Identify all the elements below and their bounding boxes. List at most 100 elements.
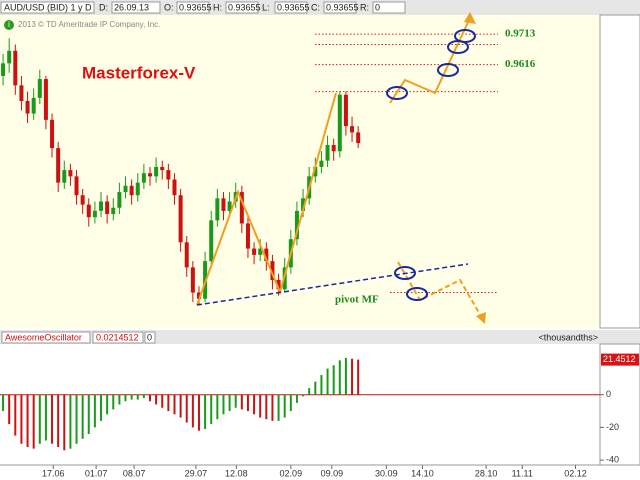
x-tick-label: 01.07	[85, 468, 108, 478]
candle-body	[270, 261, 275, 280]
level-label: 0.9713	[505, 28, 536, 40]
zigzag	[196, 92, 337, 306]
field-box	[176, 1, 210, 14]
candle-body	[99, 201, 104, 211]
osc-flag-box	[144, 331, 156, 344]
ellipses	[386, 29, 476, 301]
field-value: 0.93655	[277, 2, 310, 12]
field-value: 0.93655	[326, 2, 359, 12]
candle-body	[80, 195, 85, 205]
osc-units: <thousandths>	[538, 332, 598, 342]
candle-body	[258, 248, 263, 255]
candle-body	[154, 166, 159, 177]
x-tick-label: 14.10	[411, 468, 434, 478]
candle-body	[276, 279, 281, 290]
candle-body	[337, 94, 342, 152]
candle-body	[325, 144, 330, 161]
candle-body	[239, 192, 244, 224]
field-box	[225, 1, 259, 14]
candle-body	[50, 119, 55, 149]
candle-body	[350, 126, 355, 133]
candle-body	[117, 192, 122, 208]
info-icon	[4, 20, 14, 30]
candle-body	[172, 179, 177, 196]
candle-body	[1, 63, 6, 76]
header-fields: D: 26.09.13 O: 0.93655 H: 0.93655 L: 0.93655 C: 0…	[99, 1, 406, 14]
candle-body	[111, 207, 116, 215]
candle-body	[343, 94, 348, 127]
candle-body	[74, 176, 79, 196]
field-value: 0.93655	[179, 2, 212, 12]
osc-title: AwesomeOscillator	[5, 332, 82, 342]
candle-body	[105, 201, 110, 215]
x-tick-label: 30.09	[375, 468, 398, 478]
price-axis	[599, 14, 640, 329]
x-tick-label: 17.06	[42, 468, 65, 478]
candle-body	[227, 201, 232, 211]
ellipse	[394, 266, 416, 280]
candle-body	[301, 198, 306, 211]
osc-marks: 0 -20 -40 21.4512 17.06 01.07 08.07 29.07 12.08 0…	[0, 353, 639, 478]
osc-flag: 0	[147, 332, 152, 342]
y-tick-label: -20	[606, 422, 619, 432]
y-tick-label: -40	[606, 454, 619, 464]
field-box	[372, 1, 406, 14]
candle-body	[245, 223, 250, 249]
pivot-label: pivot MF	[335, 294, 379, 306]
field-label: L:	[262, 2, 270, 12]
candle-body	[13, 50, 18, 86]
candle-body	[19, 85, 24, 102]
candle-body	[356, 132, 361, 144]
zigzag-alt	[397, 261, 483, 319]
candle-body	[215, 198, 220, 221]
field-value: 0	[375, 2, 380, 12]
candle-body	[264, 248, 269, 262]
candle-body	[184, 242, 189, 268]
annotations	[196, 12, 486, 324]
x-tick-label: 02.09	[280, 468, 303, 478]
osc-value: 0.0214512	[96, 332, 139, 342]
symbol-box	[0, 1, 95, 14]
candle-body	[31, 97, 36, 114]
candle-body	[37, 79, 42, 98]
copyright: 2013 © TD Ameritrade IP Company, Inc.	[18, 20, 160, 29]
candle-body	[221, 198, 226, 211]
annotation-title: Masterforex-V	[82, 63, 196, 82]
ellipse	[386, 86, 408, 100]
candle-body	[86, 204, 91, 218]
candle-body	[196, 292, 201, 299]
x-tick-label: 11.11	[512, 468, 533, 478]
candle-body	[43, 79, 48, 120]
header-bar	[0, 0, 640, 15]
candle-body	[141, 173, 146, 183]
x-tick-label: 12.08	[225, 468, 248, 478]
candle-body	[294, 210, 299, 240]
field-label: H:	[213, 2, 222, 12]
y-tick-label: 0	[606, 389, 611, 399]
candle-body	[148, 173, 152, 177]
candle-body	[7, 50, 12, 64]
osc-value-box	[92, 331, 144, 344]
candle-body	[68, 170, 73, 177]
candle-body	[92, 210, 97, 218]
ellipse	[454, 29, 476, 43]
symbol: AUD/USD (BID) 1 y D	[4, 2, 92, 12]
candle-body	[166, 170, 171, 180]
field-value: 26.09.13	[114, 2, 149, 12]
arrow-head	[476, 312, 486, 324]
field-label: O:	[164, 2, 174, 12]
candle-body	[190, 267, 195, 293]
candle-body	[135, 182, 140, 196]
level-label: 0.9616	[505, 58, 536, 70]
x-tick-label: 02.12	[564, 468, 587, 478]
field-label: R:	[360, 2, 369, 12]
candle-body	[319, 160, 324, 167]
field-box	[274, 1, 308, 14]
field-value: 0.93655	[228, 2, 261, 12]
candle-body	[123, 185, 128, 193]
last-value-box	[601, 353, 639, 366]
field-label: D:	[99, 2, 108, 12]
x-tick-label: 29.07	[185, 468, 208, 478]
x-tick-label: 08.07	[123, 468, 146, 478]
